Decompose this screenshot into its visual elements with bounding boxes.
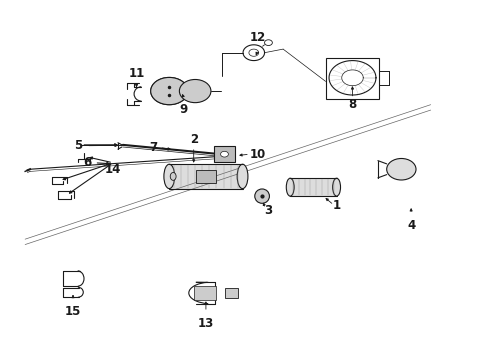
Bar xyxy=(225,288,238,298)
Bar xyxy=(326,58,379,99)
Text: 5: 5 xyxy=(74,139,83,152)
Ellipse shape xyxy=(333,178,341,196)
Text: 1: 1 xyxy=(333,199,341,212)
Text: 13: 13 xyxy=(198,317,214,330)
Text: 3: 3 xyxy=(265,204,272,217)
Text: 7: 7 xyxy=(149,141,157,154)
Text: 6: 6 xyxy=(83,156,91,169)
Ellipse shape xyxy=(286,178,294,196)
Text: 8: 8 xyxy=(348,98,357,111)
Bar xyxy=(214,146,235,162)
Ellipse shape xyxy=(170,172,176,180)
Bar xyxy=(196,170,216,183)
Text: 14: 14 xyxy=(105,163,121,176)
Text: 15: 15 xyxy=(65,305,81,318)
Ellipse shape xyxy=(164,164,174,189)
Circle shape xyxy=(151,77,188,105)
Bar xyxy=(194,286,216,300)
Text: 9: 9 xyxy=(180,103,188,116)
Bar xyxy=(290,178,337,196)
Circle shape xyxy=(179,80,211,103)
Ellipse shape xyxy=(237,164,248,189)
Text: 12: 12 xyxy=(250,31,267,44)
Text: 11: 11 xyxy=(128,67,145,80)
Text: 4: 4 xyxy=(407,220,415,233)
Text: 2: 2 xyxy=(190,133,198,146)
Circle shape xyxy=(220,151,228,157)
Circle shape xyxy=(387,158,416,180)
Ellipse shape xyxy=(255,189,270,203)
Text: 10: 10 xyxy=(250,148,266,161)
Bar xyxy=(169,164,243,189)
